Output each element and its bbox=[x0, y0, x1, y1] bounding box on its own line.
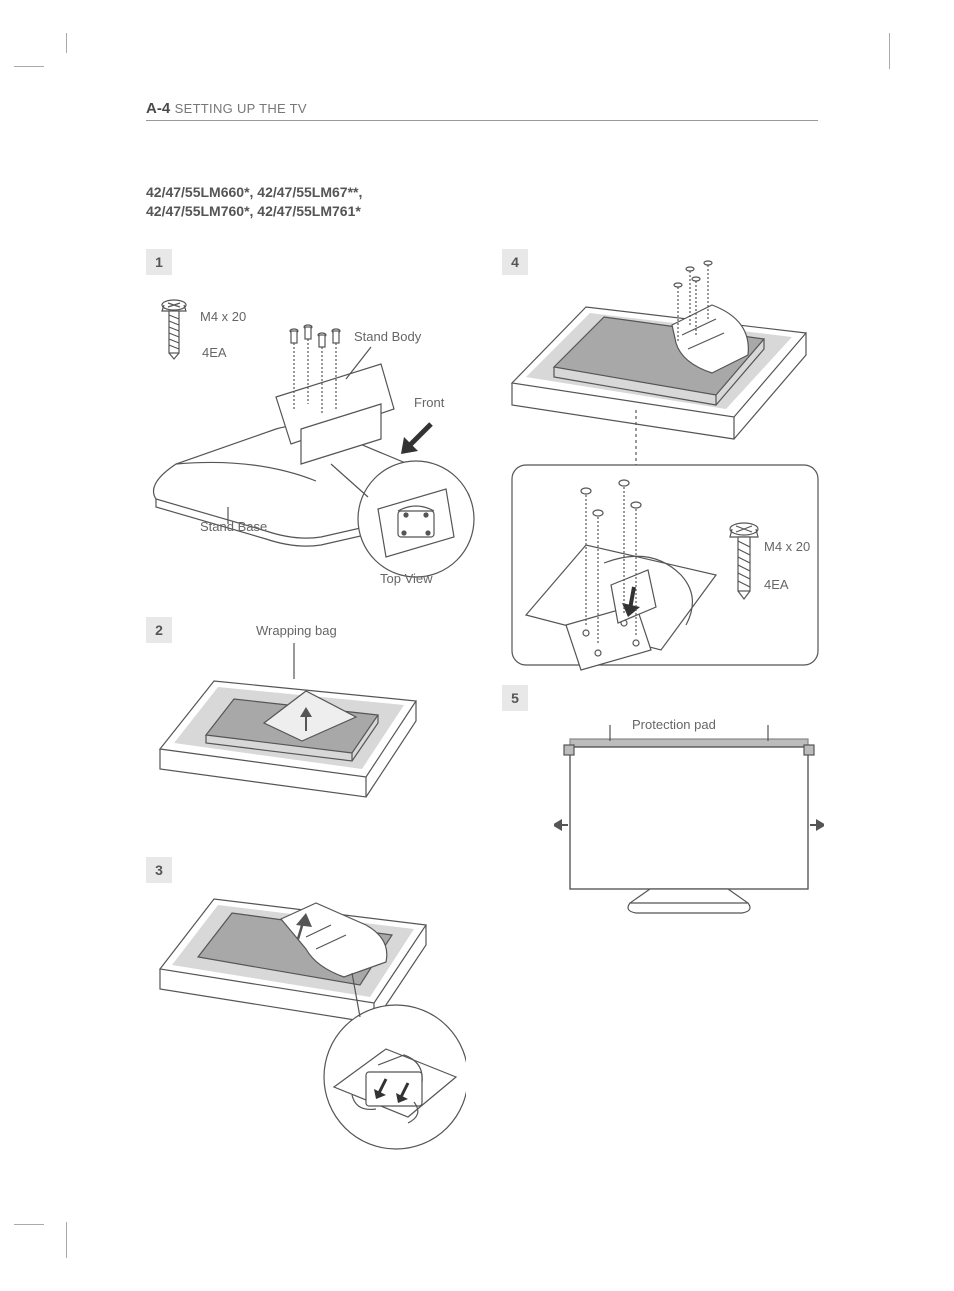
protection-pad-label: Protection pad bbox=[632, 717, 716, 732]
step2-diagram bbox=[156, 639, 426, 829]
step5-diagram bbox=[554, 715, 824, 925]
diagram-grid: 1 M4 x 20 4EA bbox=[146, 249, 818, 1169]
step-badge-1: 1 bbox=[146, 249, 172, 275]
step4-diagram bbox=[506, 255, 826, 675]
wrapping-bag-label: Wrapping bag bbox=[256, 623, 337, 638]
page-number: A-4 bbox=[146, 100, 170, 117]
step-badge-5: 5 bbox=[502, 685, 528, 711]
models-line-1: 42/47/55LM660*, 42/47/55LM67**, bbox=[146, 183, 818, 202]
screw-spec-4-label: M4 x 20 bbox=[764, 539, 810, 554]
top-view-label: Top View bbox=[380, 571, 433, 586]
page-title: SETTING UP THE TV bbox=[175, 101, 307, 116]
models-line-2: 42/47/55LM760*, 42/47/55LM761* bbox=[146, 202, 818, 221]
screw-qty-4-label: 4EA bbox=[764, 577, 789, 592]
front-label: Front bbox=[414, 395, 444, 410]
page-header: A-4 SETTING UP THE TV bbox=[146, 100, 818, 121]
stand-body-label: Stand Body bbox=[354, 329, 421, 344]
stand-base-label: Stand Base bbox=[200, 519, 267, 534]
step3-diagram bbox=[156, 877, 466, 1157]
model-list: 42/47/55LM660*, 42/47/55LM67**, 42/47/55… bbox=[146, 183, 818, 221]
step1-diagram bbox=[146, 289, 486, 579]
page-content: A-4 SETTING UP THE TV 42/47/55LM660*, 42… bbox=[146, 100, 818, 1169]
